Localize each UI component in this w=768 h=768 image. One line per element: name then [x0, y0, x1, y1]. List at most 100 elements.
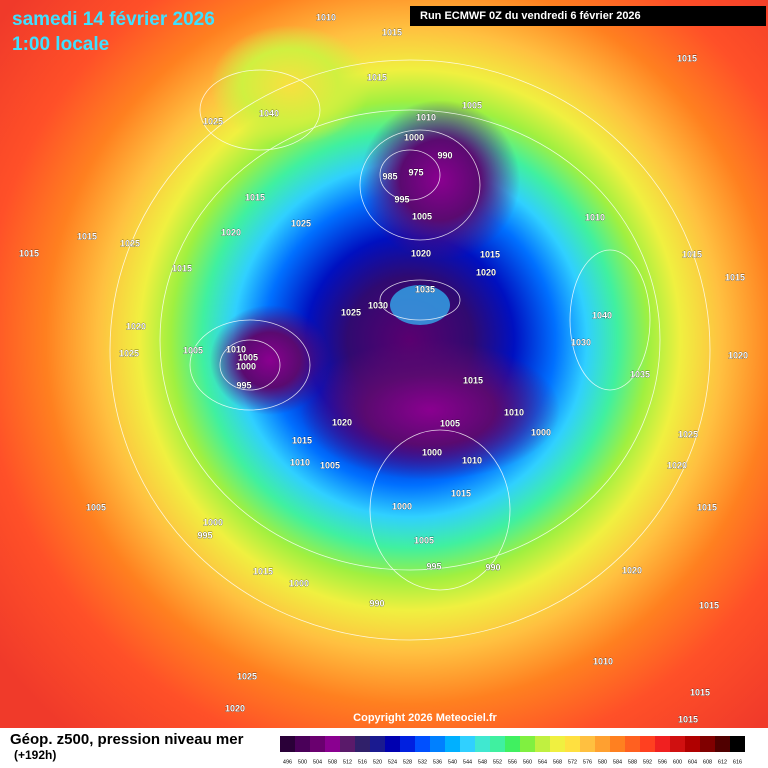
scale-swatch — [520, 736, 535, 752]
scale-swatch — [355, 736, 370, 752]
isobar-label: 1015 — [677, 53, 697, 63]
isobar-label: 1025 — [341, 307, 361, 317]
isobar-label: 1035 — [630, 369, 650, 379]
isobar-label: 995 — [197, 530, 212, 540]
isobar-label: 1020 — [411, 248, 431, 258]
scale-swatch — [535, 736, 550, 752]
footer-title: Géop. z500, pression niveau mer — [10, 731, 244, 748]
scale-swatch — [400, 736, 415, 752]
scale-swatch — [580, 736, 595, 752]
scale-swatch — [490, 736, 505, 752]
ridge — [390, 285, 450, 325]
isobar-label: 1015 — [678, 714, 698, 724]
scale-label: 500 — [298, 759, 307, 765]
isobar-label: 1005 — [414, 535, 434, 545]
scale-label: 552 — [493, 759, 502, 765]
isobar-label: 1015 — [19, 248, 39, 258]
run-box — [410, 6, 766, 26]
isobar-label: 995 — [394, 194, 409, 204]
isobar-label: 1010 — [316, 12, 336, 22]
trough — [210, 305, 330, 415]
isobar-label: 1015 — [367, 72, 387, 82]
isobar-label: 1020 — [667, 460, 687, 470]
isobar-label: 1000 — [422, 447, 442, 457]
isobar-label: 1015 — [292, 435, 312, 445]
scale-label: 512 — [343, 759, 352, 765]
scale-label: 588 — [628, 759, 637, 765]
isobar-label: 1015 — [382, 27, 402, 37]
isobar-label: 1020 — [126, 321, 146, 331]
ridge — [210, 25, 370, 145]
lead-time: (+192h) — [14, 748, 56, 762]
isobar-label: 1005 — [412, 211, 432, 221]
isobar-label: 1015 — [245, 192, 265, 202]
isobar-label: 1030 — [368, 300, 388, 310]
isobar-label: 1015 — [253, 566, 273, 576]
isobar-label: 990 — [485, 562, 500, 572]
scale-swatch — [685, 736, 700, 752]
isobar-label: 1005 — [86, 502, 106, 512]
isobar-label: 1015 — [699, 600, 719, 610]
scale-label: 516 — [358, 759, 367, 765]
scale-swatch — [505, 736, 520, 752]
isobar-label: 1025 — [119, 348, 139, 358]
isobar-label: 1010 — [585, 212, 605, 222]
scale-label: 540 — [448, 759, 457, 765]
isobar-label: 1030 — [571, 337, 591, 347]
isobar-label: 1015 — [463, 375, 483, 385]
isobar-label: 1040 — [259, 108, 279, 118]
isobar-label: 1015 — [77, 231, 97, 241]
isobar-label: 975 — [408, 167, 423, 177]
isobar-label: 1025 — [678, 429, 698, 439]
isobar-label: 1005 — [320, 460, 340, 470]
scale-swatch — [640, 736, 655, 752]
scale-label: 548 — [478, 759, 487, 765]
isobar-label: 1015 — [697, 502, 717, 512]
isobar-label: 1015 — [690, 687, 710, 697]
color-scale: 496 500 504 508 512 516 520 524 528 532 536 540 544 5… — [280, 736, 745, 765]
run: Run ECMWF 0Z du vendredi 6 février 2026 — [420, 10, 641, 22]
isobar-label: 1015 — [682, 249, 702, 259]
scale-swatch — [460, 736, 475, 752]
scale-swatch — [430, 736, 445, 752]
isobar-label: 1000 — [392, 501, 412, 511]
scale-label: 564 — [538, 759, 547, 765]
scale-swatch — [565, 736, 580, 752]
isobar-label: 1010 — [226, 344, 246, 354]
scale-swatch — [325, 736, 340, 752]
scale-label: 560 — [523, 759, 532, 765]
scale-swatch — [340, 736, 355, 752]
isobar-label: 995 — [426, 561, 441, 571]
scale-label: 520 — [373, 759, 382, 765]
scale-label: 544 — [463, 759, 472, 765]
isobar-label: 1040 — [592, 310, 612, 320]
scale-label: 592 — [643, 759, 652, 765]
isobar-label: 1015 — [451, 488, 471, 498]
scale-label: 496 — [283, 759, 292, 765]
isobar-label: 985 — [382, 171, 397, 181]
scale-swatch — [655, 736, 670, 752]
scale-swatch — [385, 736, 400, 752]
scale-swatch — [280, 736, 295, 752]
isobar-label: 1025 — [120, 238, 140, 248]
isobar-label: 1020 — [225, 703, 245, 713]
scale-swatch — [295, 736, 310, 752]
isobar-label: 1025 — [203, 116, 223, 126]
isobar-label: 1000 — [289, 578, 309, 588]
isobar-label: 1010 — [462, 455, 482, 465]
scale-label: 536 — [433, 759, 442, 765]
isobar-label: 1000 — [203, 517, 223, 527]
scale-label: 508 — [328, 759, 337, 765]
scale-label: 572 — [568, 759, 577, 765]
scale-label: 504 — [313, 759, 322, 765]
scale-swatch — [415, 736, 430, 752]
isobar-label: 1020 — [476, 267, 496, 277]
isobar-label: 1000 — [531, 427, 551, 437]
scale-label: 576 — [583, 759, 592, 765]
scale-label: 616 — [733, 759, 742, 765]
scale-label: 580 — [598, 759, 607, 765]
isobar-label: 1010 — [416, 112, 436, 122]
scale-swatch — [370, 736, 385, 752]
scale-swatch — [715, 736, 730, 752]
